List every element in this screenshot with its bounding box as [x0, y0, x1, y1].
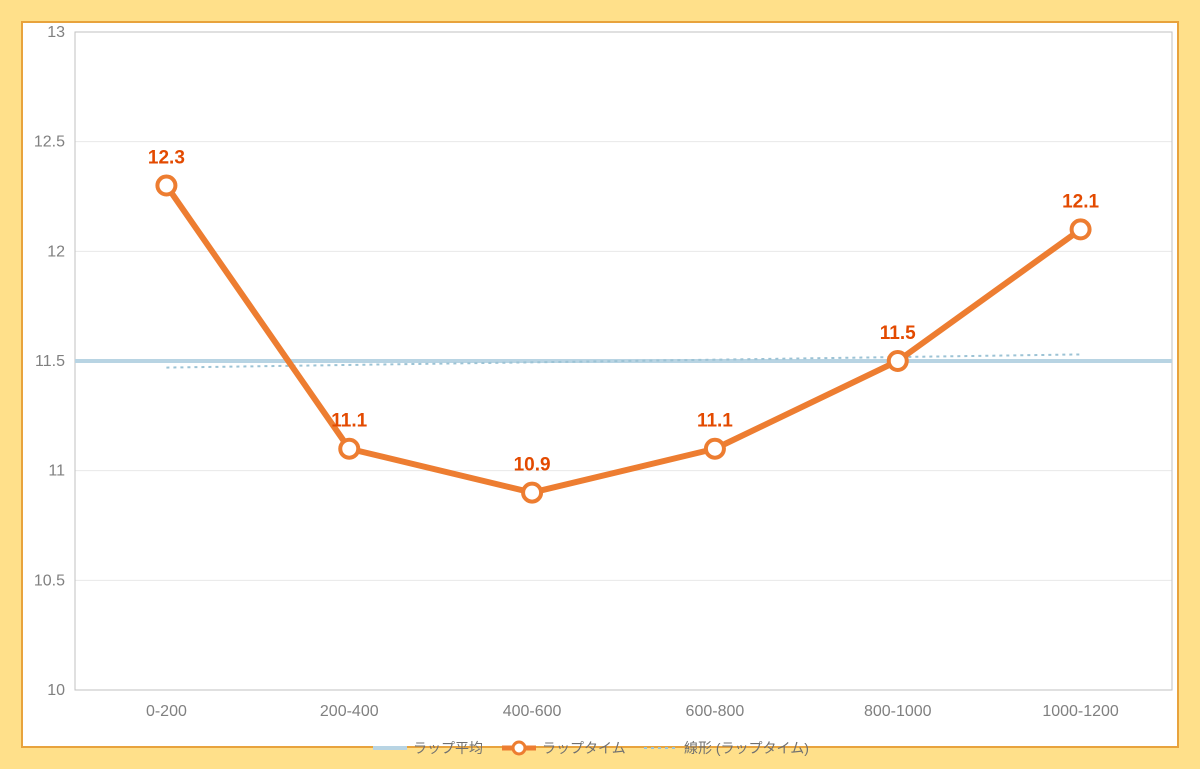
x-tick-label: 200-400: [320, 703, 379, 720]
lap-value-label: 10.9: [514, 455, 551, 476]
lap-marker: [1072, 220, 1090, 238]
lap-value-label: 11.1: [331, 411, 367, 432]
y-tick-label: 13: [47, 24, 65, 41]
x-tick-label: 800-1000: [864, 703, 932, 720]
x-tick-label: 1000-1200: [1042, 703, 1119, 720]
y-tick-label: 12: [47, 243, 65, 260]
y-tick-label: 10.5: [34, 572, 65, 589]
chart-container: 10 10.5 11 11.5 12 12.5 13 0-200 200-400 400-600 6…: [0, 0, 1200, 769]
lap-value-label: 12.3: [148, 148, 185, 169]
lap-time-chart: 10 10.5 11 11.5 12 12.5 13 0-200 200-400 400-600 6…: [0, 0, 1200, 769]
lap-value-label: 11.5: [880, 323, 916, 344]
lap-marker: [340, 440, 358, 458]
lap-value-label: 11.1: [697, 411, 733, 432]
lap-marker: [706, 440, 724, 458]
x-tick-label: 400-600: [503, 703, 562, 720]
y-tick-label: 12.5: [34, 134, 65, 151]
lap-value-label: 12.1: [1062, 191, 1099, 212]
legend-label: ラップタイム: [542, 740, 626, 756]
legend-swatch-lap-marker: [513, 742, 525, 754]
y-tick-label: 10: [47, 682, 65, 699]
legend-label: ラップ平均: [413, 740, 483, 756]
x-tick-label: 600-800: [686, 703, 745, 720]
lap-marker: [523, 484, 541, 502]
x-tick-label: 0-200: [146, 703, 187, 720]
lap-marker: [889, 352, 907, 370]
lap-marker: [157, 177, 175, 195]
legend-label: 線形 (ラップタイム): [684, 740, 809, 756]
y-tick-label: 11.5: [35, 353, 65, 370]
y-tick-label: 11: [48, 463, 65, 480]
